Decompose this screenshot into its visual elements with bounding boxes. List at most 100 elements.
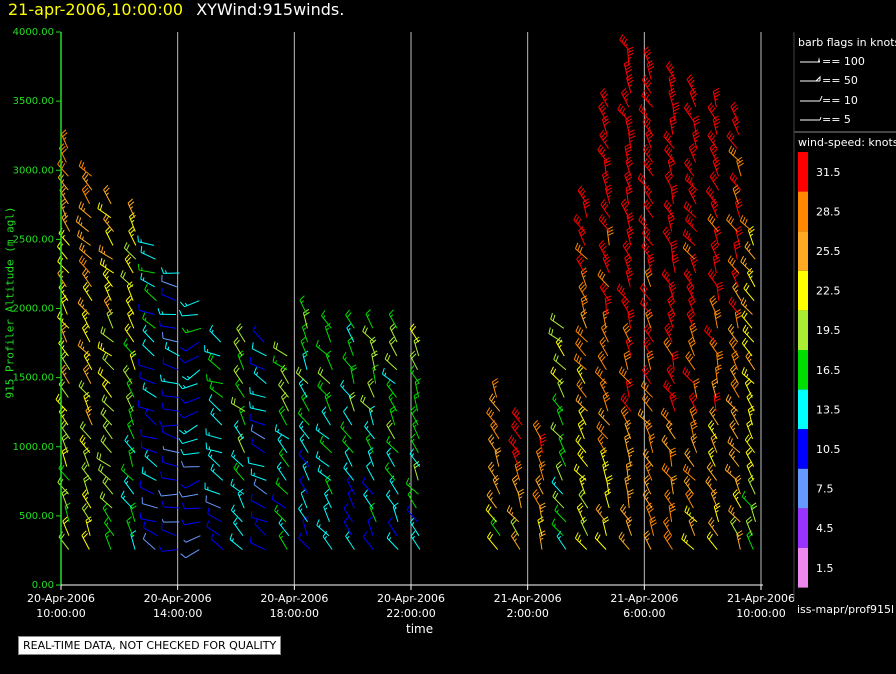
barb-flag xyxy=(669,369,675,376)
wind-barb xyxy=(743,282,755,301)
barb-half-flag xyxy=(388,537,392,541)
wind-barb xyxy=(137,263,155,274)
barb-staff xyxy=(299,480,309,495)
wind-barb xyxy=(142,382,157,398)
barb-staff xyxy=(492,479,501,495)
barb-flag xyxy=(645,201,650,208)
wind-barb xyxy=(511,474,520,495)
barb-flag xyxy=(539,502,546,507)
barb-staff xyxy=(743,288,755,301)
wind-barb xyxy=(406,504,419,523)
barb-half-flag xyxy=(669,209,672,213)
barb-staff xyxy=(316,524,330,537)
barb-flag xyxy=(103,517,109,524)
wind-barb xyxy=(137,400,155,412)
barb-flag xyxy=(315,340,319,347)
barb-flag xyxy=(693,118,700,123)
wind-barb xyxy=(362,325,375,343)
barb-flag xyxy=(730,298,735,305)
barb-staff xyxy=(745,452,755,467)
barb-flag xyxy=(579,329,584,336)
barb-half-flag xyxy=(694,139,698,143)
barb-flag xyxy=(725,394,730,401)
barb-flag xyxy=(684,244,689,251)
barb-flag xyxy=(628,218,635,223)
barb-flag xyxy=(710,135,716,141)
barb-flag xyxy=(742,324,747,331)
wind-barb xyxy=(274,424,290,440)
wind-barb xyxy=(575,394,588,412)
barb-staff xyxy=(231,455,244,467)
barb-half-flag xyxy=(342,384,345,389)
barb-staff xyxy=(300,492,308,509)
barb-half-flag xyxy=(647,99,650,103)
barb-flag xyxy=(666,173,672,179)
barb-half-flag xyxy=(211,329,214,334)
barb-flag xyxy=(233,337,239,343)
barb-flag xyxy=(533,491,539,498)
barb-staff xyxy=(298,426,310,440)
x-tick-date: 20-Apr-2006 xyxy=(377,592,445,605)
barb-half-flag xyxy=(104,264,107,268)
barb-flag xyxy=(669,508,676,513)
wind-barb xyxy=(324,322,332,343)
barb-half-flag xyxy=(711,427,715,431)
barb-staff xyxy=(597,355,607,371)
wind-barb xyxy=(249,413,266,426)
barb-staff xyxy=(345,535,355,550)
barb-staff xyxy=(705,190,717,205)
barb-flag xyxy=(734,190,741,195)
barb-flag xyxy=(161,331,164,339)
barb-flag xyxy=(686,74,692,80)
barb-staff xyxy=(325,354,333,370)
barb-half-flag xyxy=(629,139,633,143)
barb-flag xyxy=(250,424,254,431)
wind-barb xyxy=(205,442,223,454)
barb-staff xyxy=(409,521,420,536)
barb-flag xyxy=(732,281,738,288)
barb-flag xyxy=(622,201,628,207)
barb-flag xyxy=(689,405,696,411)
barb-staff xyxy=(346,479,356,495)
wind-barb xyxy=(732,489,742,509)
barb-flag xyxy=(488,434,493,440)
barb-half-flag xyxy=(691,84,694,88)
barb-flag xyxy=(600,216,605,223)
barb-flag xyxy=(626,461,633,465)
barb-flag xyxy=(691,397,697,403)
barb-flag xyxy=(741,337,747,344)
barb-staff xyxy=(317,470,332,481)
barb-half-flag xyxy=(602,454,606,458)
wind-barb xyxy=(638,103,651,122)
barb-half-flag xyxy=(626,427,630,430)
barb-half-flag xyxy=(711,195,715,199)
barb-flag xyxy=(391,325,397,331)
barb-flag xyxy=(732,301,737,308)
wind-barb xyxy=(272,355,288,371)
title-date: 21-apr-2006,10:00:00 xyxy=(8,0,184,19)
barb-staff xyxy=(57,246,68,260)
barb-flag xyxy=(622,322,629,329)
barb-staff xyxy=(61,492,69,509)
wind-barb xyxy=(253,478,268,495)
barb-flag xyxy=(672,256,679,261)
wind-barb xyxy=(645,129,654,149)
wind-barb xyxy=(682,366,695,384)
barb-flag xyxy=(686,491,692,498)
barb-flag xyxy=(713,115,719,120)
barb-flag xyxy=(489,464,495,470)
wind-barb xyxy=(141,441,157,454)
barb-half-flag xyxy=(125,480,129,485)
barb-flag xyxy=(82,489,87,495)
barb-flag xyxy=(577,396,582,403)
barb-flag xyxy=(598,423,603,430)
barb-staff xyxy=(662,231,673,246)
wind-barb xyxy=(77,339,91,357)
barb-flag xyxy=(626,176,633,182)
wind-barb xyxy=(511,407,523,426)
barb-flag xyxy=(626,121,633,126)
barb-flag xyxy=(644,419,651,425)
barb-flag xyxy=(161,402,164,409)
barb-half-flag xyxy=(322,315,326,319)
wind-barb xyxy=(599,282,610,301)
